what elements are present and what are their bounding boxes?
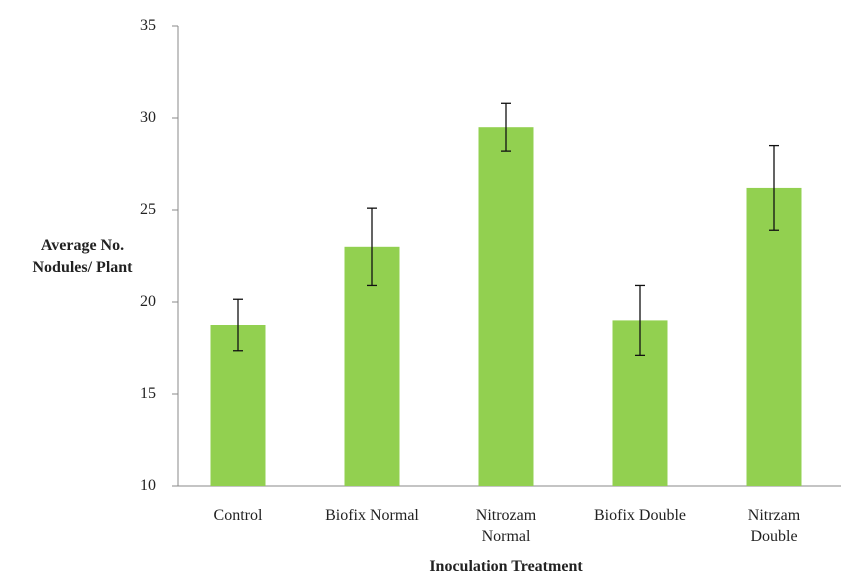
y-tick-label: 30: [140, 109, 156, 126]
x-tick-label: Biofix Normal: [325, 507, 419, 524]
x-tick-label: Nitrozam Normal: [475, 507, 537, 545]
x-tick-label: Biofix Double: [594, 507, 686, 524]
x-axis-label: Inoculation Treatment: [429, 558, 583, 575]
error-bar: [367, 207, 377, 287]
y-tick-label: 25: [140, 201, 156, 218]
error-bar: [635, 284, 645, 357]
y-tick-label: 15: [140, 385, 156, 402]
bar: [210, 325, 266, 486]
bar: [344, 246, 400, 486]
y-tick-label: 20: [140, 293, 156, 310]
error-bar: [501, 102, 511, 152]
y-tick-label: 10: [140, 477, 156, 494]
error-bar: [769, 144, 779, 231]
y-axis-label: Average No. Nodules/ Plant: [32, 237, 133, 276]
y-tick-label: 35: [140, 17, 156, 34]
x-tick-label: Nitrzam Double: [747, 507, 801, 545]
bar: [478, 127, 534, 486]
x-tick-label: Control: [213, 507, 263, 524]
error-bar: [233, 298, 243, 352]
bar: [746, 187, 802, 487]
